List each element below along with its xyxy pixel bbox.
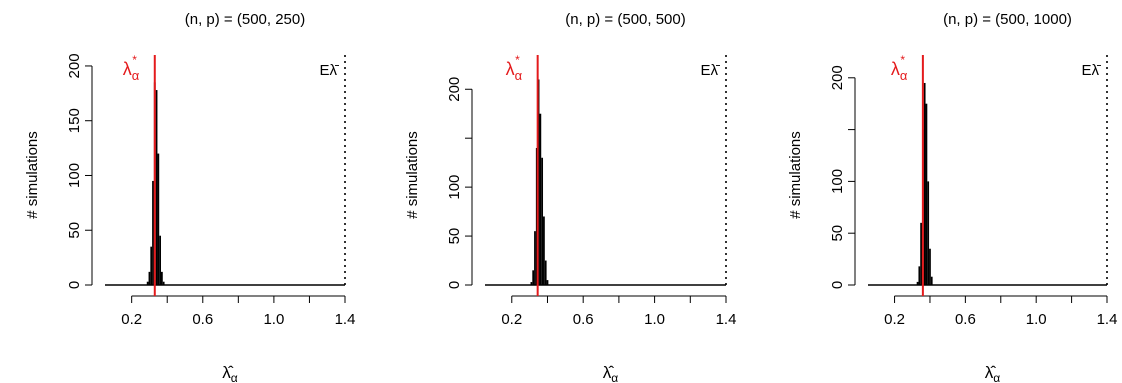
x-tick-label: 1.4 xyxy=(335,311,356,328)
histogram-bar xyxy=(930,276,933,285)
expected-value-label: Eλ̄ xyxy=(700,62,720,79)
y-tick-label: 0 xyxy=(446,281,463,289)
y-tick-label: 200 xyxy=(829,65,846,90)
histogram-bar xyxy=(916,281,919,285)
histogram-bar xyxy=(539,113,542,285)
critical-value-label: λα* xyxy=(891,53,908,83)
panel-2: (n, p) = (500, 500) 0.2 0.6 1.0 1.4 λ̂α 0 50 100… xyxy=(404,11,736,383)
y-tick-label: 150 xyxy=(66,108,83,133)
x-tick-label: 0.6 xyxy=(192,311,213,328)
panel-3: (n, p) = (500, 1000) 0.2 0.6 1.0 1.4 λ̂α 0 50 10… xyxy=(787,11,1117,383)
x-tick-label: 1.4 xyxy=(716,311,737,328)
y-axis-label: # simulations xyxy=(787,131,804,219)
critical-value-label: λα* xyxy=(123,53,140,83)
histogram-bar xyxy=(543,216,545,285)
histogram-bar xyxy=(541,157,544,285)
panel-title: (n, p) = (500, 500) xyxy=(565,11,685,28)
histogram-bar xyxy=(155,90,158,285)
panel-1: (n, p) = (500, 250) 0.2 0.6 1.0 1.4 λ̂α 0 50 100… xyxy=(24,11,355,383)
histogram-bar xyxy=(146,281,149,285)
x-tick-label: 0.2 xyxy=(121,311,142,328)
y-axis-label: # simulations xyxy=(24,131,41,219)
y-tick-label: 200 xyxy=(66,53,83,78)
histogram-bar xyxy=(530,282,533,285)
histogram-bar xyxy=(157,153,160,285)
histogram-bar xyxy=(923,82,926,285)
histogram-bar xyxy=(534,231,536,285)
histogram-bar xyxy=(546,280,549,285)
histogram-bar xyxy=(927,181,930,285)
histogram-bar xyxy=(918,266,921,285)
x-tick-label: 1.4 xyxy=(1097,311,1118,328)
histogram-bar xyxy=(152,180,154,285)
histogram-bar xyxy=(161,271,163,285)
x-axis-label: λ̂α xyxy=(603,363,619,383)
x-tick-label: 0.6 xyxy=(955,311,976,328)
x-axis-label: λ̂α xyxy=(985,363,1001,383)
x-tick-label: 0.2 xyxy=(884,311,905,328)
y-tick-label: 200 xyxy=(446,77,463,102)
y-tick-label: 50 xyxy=(446,228,463,245)
histogram-bar xyxy=(150,246,153,285)
histogram-bar xyxy=(148,271,151,285)
y-tick-label: 100 xyxy=(66,163,83,188)
x-tick-label: 0.6 xyxy=(573,311,594,328)
x-tick-label: 1.0 xyxy=(644,311,665,328)
critical-value-label: λα* xyxy=(506,53,523,83)
panel-title: (n, p) = (500, 250) xyxy=(185,11,305,28)
y-tick-label: 100 xyxy=(829,169,846,194)
y-tick-label: 0 xyxy=(66,281,83,289)
histogram-bar xyxy=(532,270,535,285)
y-tick-label: 50 xyxy=(66,222,83,239)
histogram-bar xyxy=(929,248,931,285)
expected-value-label: Eλ̄ xyxy=(1081,62,1101,79)
x-tick-label: 0.2 xyxy=(501,311,522,328)
panel-title: (n, p) = (500, 1000) xyxy=(943,11,1072,28)
y-tick-label: 100 xyxy=(446,175,463,200)
y-tick-label: 50 xyxy=(829,225,846,242)
expected-value-label: Eλ̄ xyxy=(319,62,339,79)
x-tick-label: 1.0 xyxy=(1026,311,1047,328)
histogram-bar xyxy=(159,235,161,285)
y-axis-label: # simulations xyxy=(404,131,421,219)
histogram-bar xyxy=(544,260,547,285)
histogram-bar xyxy=(920,222,922,285)
histogram-bar xyxy=(162,281,165,285)
x-tick-label: 1.0 xyxy=(263,311,284,328)
y-tick-label: 0 xyxy=(829,281,846,289)
x-axis-label: λ̂α xyxy=(222,363,238,383)
histogram-bar xyxy=(925,103,928,285)
